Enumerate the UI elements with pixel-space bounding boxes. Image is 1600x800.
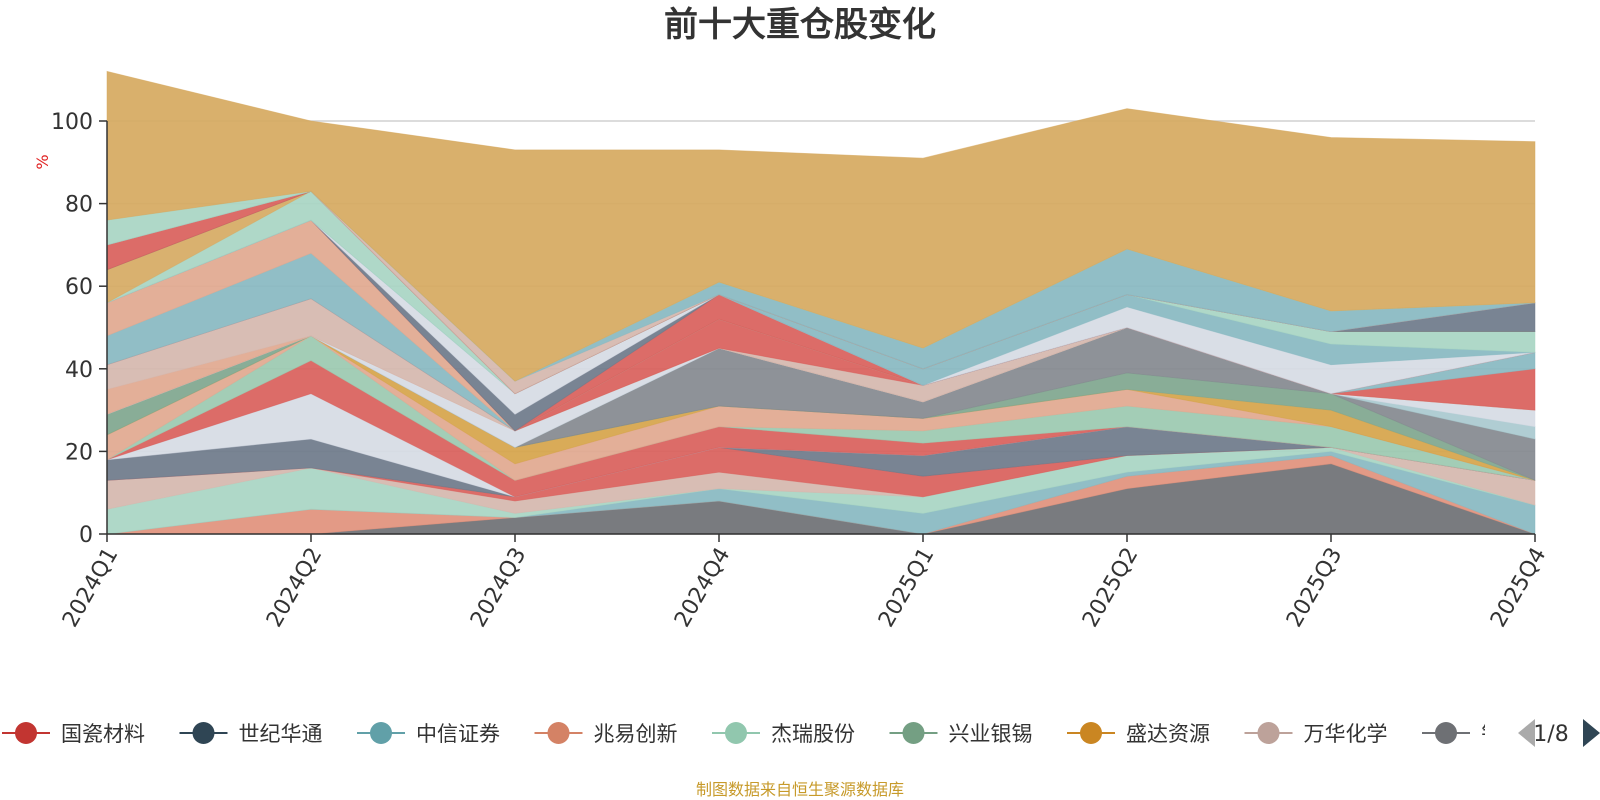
legend-marker-7 bbox=[1257, 722, 1280, 744]
legend-label-4: 杰瑞股份 bbox=[771, 722, 855, 746]
legend-prev-icon[interactable] bbox=[1518, 719, 1535, 747]
area-series-32 bbox=[106, 70, 1536, 382]
legend-item-7[interactable]: 万华化学 bbox=[1244, 722, 1388, 746]
x-tick-label-0: 2024Q1 bbox=[58, 544, 123, 632]
legend-marker-1 bbox=[192, 722, 215, 744]
y-tick-label-2: 40 bbox=[65, 358, 93, 383]
legend-item-0[interactable]: 国瓷材料 bbox=[2, 722, 145, 746]
y-tick-label-0: 0 bbox=[79, 523, 93, 548]
legend-label-5: 兴业银锡 bbox=[949, 722, 1033, 746]
legend-label-0: 国瓷材料 bbox=[61, 722, 145, 746]
legend-next-icon[interactable] bbox=[1583, 719, 1600, 747]
legend-label-7: 万华化学 bbox=[1304, 722, 1388, 746]
legend-marker-0 bbox=[15, 722, 37, 744]
legend-items: 国瓷材料 世纪华通 中信证券 兆易创新 杰瑞股份 兴业银锡 盛达资源 万华化学 钅 bbox=[2, 722, 1502, 746]
legend-label-6: 盛达资源 bbox=[1126, 722, 1210, 746]
legend-item-4[interactable]: 杰瑞股份 bbox=[712, 722, 855, 746]
legend-marker-5 bbox=[902, 722, 925, 744]
legend-label-3: 兆易创新 bbox=[594, 722, 678, 746]
legend-label-1: 世纪华通 bbox=[239, 722, 323, 746]
legend-marker-2 bbox=[370, 722, 392, 744]
y-tick-label-1: 20 bbox=[65, 440, 93, 465]
y-tick-label-4: 80 bbox=[65, 193, 93, 218]
x-tick-label-2: 2024Q3 bbox=[466, 544, 531, 632]
y-tick-label-3: 60 bbox=[65, 275, 93, 300]
source-note: 制图数据来自恒生聚源数据库 bbox=[696, 780, 904, 799]
y-axis-unit: % bbox=[33, 154, 52, 169]
x-tick-label-4: 2025Q1 bbox=[874, 544, 939, 632]
x-tick-label-7: 2025Q4 bbox=[1486, 544, 1551, 632]
legend-item-8[interactable]: 钅 bbox=[1422, 722, 1502, 746]
x-tick-label-6: 2025Q3 bbox=[1282, 544, 1347, 632]
legend-marker-8 bbox=[1435, 722, 1457, 744]
plot-area bbox=[106, 70, 1536, 535]
legend-page-indicator: 1/8 bbox=[1533, 722, 1568, 747]
chart-title: 前十大重仓股变化 bbox=[664, 5, 936, 45]
legend-marker-3 bbox=[547, 722, 570, 744]
legend-label-8: 钅 bbox=[1481, 722, 1502, 746]
legend-item-6[interactable]: 盛达资源 bbox=[1067, 722, 1210, 746]
legend-item-2[interactable]: 中信证券 bbox=[357, 722, 500, 746]
legend-item-5[interactable]: 兴业银锡 bbox=[889, 722, 1033, 746]
y-tick-label-5: 100 bbox=[51, 110, 93, 135]
x-tick-label-5: 2025Q2 bbox=[1078, 544, 1143, 632]
x-tick-label-3: 2024Q4 bbox=[670, 544, 735, 632]
legend-label-2: 中信证券 bbox=[416, 722, 500, 746]
legend-item-3[interactable]: 兆易创新 bbox=[534, 722, 678, 746]
legend-marker-4 bbox=[725, 722, 747, 744]
legend-item-1[interactable]: 世纪华通 bbox=[179, 722, 323, 746]
legend-marker-6 bbox=[1080, 722, 1102, 744]
x-tick-label-1: 2024Q2 bbox=[262, 544, 327, 632]
legend: 国瓷材料 世纪华通 中信证券 兆易创新 杰瑞股份 兴业银锡 盛达资源 万华化学 钅 1/8 bbox=[2, 719, 1600, 747]
